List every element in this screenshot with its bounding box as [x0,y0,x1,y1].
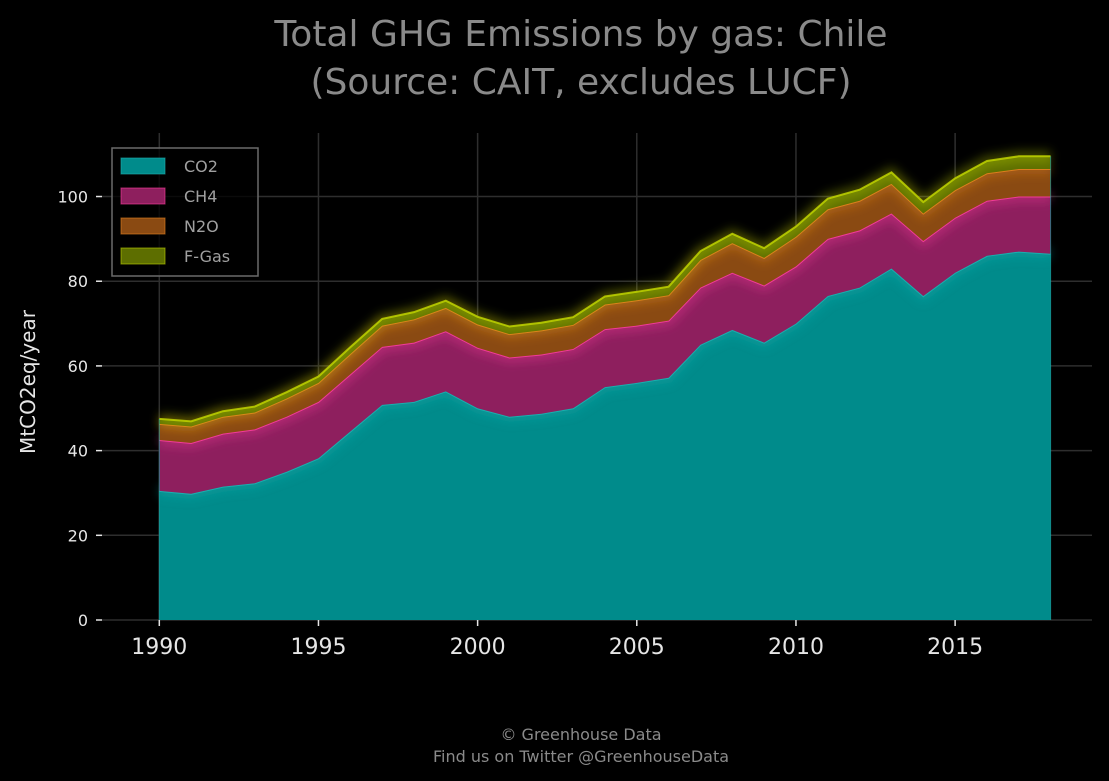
chart-title: Total GHG Emissions by gas: Chile [273,14,887,55]
area-f-gas [159,156,1051,427]
legend-label-ch4: CH4 [184,187,217,206]
x-tick-label-0: 1990 [131,635,187,660]
x-tick-label-3: 2005 [609,635,665,660]
chart-subtitle: (Source: CAIT, excludes LUCF) [310,62,851,103]
x-axis: 1990 1995 2000 2005 2010 2015 [131,620,983,660]
y-axis: 0 20 40 60 80 100 [57,188,102,630]
legend-swatch-ch4 [120,187,166,205]
legend-swatch-n2o [120,217,166,235]
legend-label-n2o: N2O [184,217,219,236]
y-tick-label-5: 100 [57,188,88,207]
footer-copyright: © Greenhouse Data [500,725,661,744]
x-tick-label-5: 2015 [927,635,983,660]
y-tick-label-2: 40 [68,442,88,461]
x-tick-label-4: 2010 [768,635,824,660]
x-tick-label-1: 1995 [290,635,346,660]
x-tick-label-2: 2000 [450,635,506,660]
y-tick-label-0: 0 [78,611,88,630]
legend: CO2 CH4 N2O F-Gas [111,147,259,277]
y-axis-label: MtCO2eq/year [16,309,40,454]
legend-label-f-gas: F-Gas [184,247,230,266]
plot-area [158,151,1052,620]
y-tick-label-3: 60 [68,357,88,376]
y-tick-label-1: 20 [68,526,88,545]
legend-swatch-f-gas [120,247,166,265]
area-co2 [159,251,1051,620]
legend-swatch-co2 [120,157,166,175]
y-tick-label-4: 80 [68,272,88,291]
legend-label-co2: CO2 [184,157,218,176]
area-line-f-gas [159,155,1051,423]
footer-twitter: Find us on Twitter @GreenhouseData [433,747,729,766]
area-ch4 [159,196,1051,494]
